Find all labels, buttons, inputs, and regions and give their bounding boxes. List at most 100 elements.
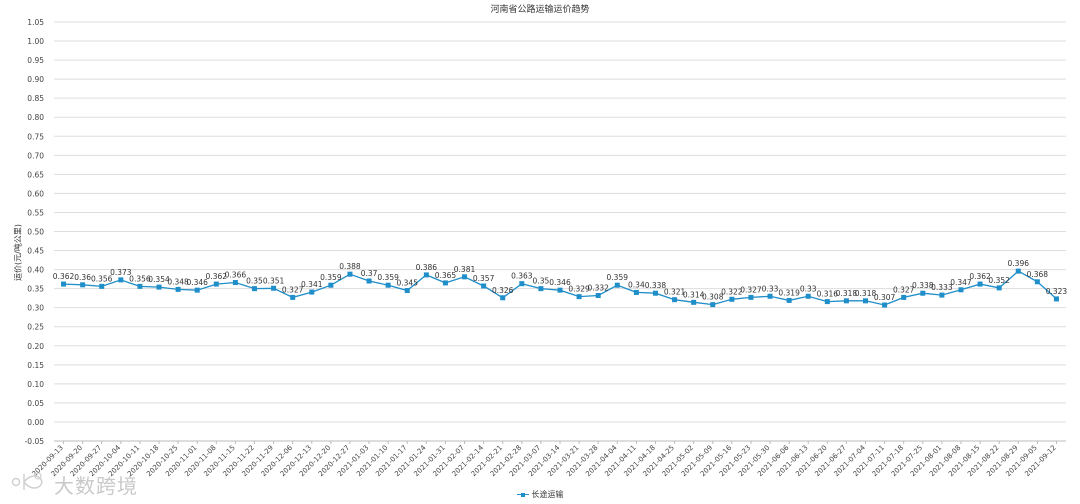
data-point bbox=[80, 282, 86, 288]
data-point bbox=[462, 274, 468, 280]
y-tick-label: 0.80 bbox=[27, 113, 44, 122]
data-point bbox=[232, 280, 238, 286]
data-label: 0.366 bbox=[225, 271, 247, 280]
y-tick-label: 0.15 bbox=[27, 361, 44, 370]
data-label: 0.327 bbox=[740, 285, 762, 294]
data-label: 0.318 bbox=[855, 289, 877, 298]
y-tick-label: 0.50 bbox=[27, 228, 44, 237]
data-point bbox=[614, 282, 620, 288]
y-tick-label: 0.20 bbox=[27, 342, 44, 351]
data-point bbox=[729, 296, 735, 302]
data-label: 0.316 bbox=[817, 290, 839, 299]
data-point bbox=[481, 283, 487, 289]
data-point bbox=[652, 290, 658, 296]
data-point bbox=[958, 287, 964, 293]
data-point bbox=[519, 281, 525, 287]
data-label: 0.356 bbox=[129, 274, 151, 283]
data-label: 0.373 bbox=[110, 268, 132, 277]
data-label: 0.354 bbox=[148, 275, 170, 284]
y-tick-label: 0.45 bbox=[27, 247, 44, 256]
data-label: 0.348 bbox=[167, 277, 189, 286]
data-point bbox=[824, 299, 830, 305]
data-label: 0.386 bbox=[416, 263, 438, 272]
y-tick-label: -0.05 bbox=[25, 437, 45, 446]
data-point bbox=[538, 286, 544, 292]
data-label: 0.33 bbox=[800, 284, 817, 293]
data-point bbox=[977, 281, 983, 287]
data-label: 0.327 bbox=[282, 285, 304, 294]
data-point bbox=[271, 285, 277, 291]
y-tick-label: 0.95 bbox=[27, 56, 44, 65]
data-point bbox=[901, 294, 907, 300]
watermark: 大数跨境 bbox=[8, 468, 148, 498]
data-point bbox=[366, 278, 372, 284]
data-label: 0.368 bbox=[1027, 270, 1049, 279]
watermark-text: 大数跨境 bbox=[54, 474, 138, 498]
data-label: 0.338 bbox=[912, 281, 934, 290]
data-label: 0.36 bbox=[74, 273, 91, 282]
data-point bbox=[672, 297, 678, 303]
data-label: 0.35 bbox=[533, 277, 550, 286]
data-point bbox=[328, 282, 334, 288]
data-label: 0.37 bbox=[361, 269, 378, 278]
data-point bbox=[557, 287, 563, 293]
data-label: 0.329 bbox=[568, 285, 590, 294]
data-point bbox=[137, 283, 143, 289]
data-point bbox=[633, 289, 639, 295]
data-label: 0.327 bbox=[893, 285, 915, 294]
data-point bbox=[1053, 296, 1059, 302]
data-point bbox=[118, 277, 124, 283]
data-point bbox=[194, 287, 200, 293]
data-label: 0.341 bbox=[301, 280, 323, 289]
data-point bbox=[442, 280, 448, 286]
data-label: 0.359 bbox=[377, 273, 399, 282]
data-label: 0.33 bbox=[762, 284, 779, 293]
y-tick-label: 0.65 bbox=[27, 170, 44, 179]
data-point bbox=[691, 299, 697, 305]
data-point bbox=[423, 272, 429, 278]
y-tick-label: 0.75 bbox=[27, 132, 44, 141]
data-label: 0.35 bbox=[246, 277, 263, 286]
data-label: 0.322 bbox=[721, 287, 743, 296]
data-label: 0.346 bbox=[186, 278, 208, 287]
data-point bbox=[61, 281, 67, 287]
data-point bbox=[939, 292, 945, 298]
data-point bbox=[251, 286, 257, 292]
data-label: 0.321 bbox=[664, 288, 686, 297]
data-label: 0.396 bbox=[1008, 259, 1030, 268]
data-point bbox=[156, 284, 162, 290]
data-label: 0.347 bbox=[950, 278, 972, 287]
chart-title: 河南省公路运输运价趋势 bbox=[490, 5, 590, 15]
y-tick-label: 0.10 bbox=[27, 380, 44, 389]
data-label: 0.362 bbox=[969, 272, 991, 281]
data-point bbox=[996, 285, 1002, 291]
data-label: 0.357 bbox=[473, 274, 495, 283]
y-tick-label: 0.05 bbox=[27, 399, 44, 408]
data-label: 0.326 bbox=[492, 286, 514, 295]
data-point bbox=[175, 286, 181, 292]
data-label: 0.359 bbox=[320, 273, 342, 282]
data-label: 0.365 bbox=[435, 271, 457, 280]
data-point bbox=[595, 292, 601, 298]
watermark-logo-icon bbox=[11, 472, 43, 490]
data-label: 0.362 bbox=[53, 272, 75, 281]
data-point bbox=[748, 294, 754, 300]
data-point bbox=[920, 290, 926, 296]
data-point bbox=[404, 288, 410, 294]
y-tick-label: 0.60 bbox=[27, 189, 44, 198]
legend-marker bbox=[516, 492, 529, 498]
data-label: 0.362 bbox=[206, 272, 228, 281]
data-point bbox=[843, 298, 849, 304]
data-label: 0.338 bbox=[645, 281, 667, 290]
y-tick-label: 0.35 bbox=[27, 285, 44, 294]
data-label: 0.307 bbox=[874, 293, 896, 302]
data-label: 0.323 bbox=[1046, 287, 1068, 296]
data-point bbox=[99, 283, 105, 289]
data-point bbox=[385, 282, 391, 288]
data-point bbox=[805, 293, 811, 299]
y-tick-label: 0.70 bbox=[27, 151, 44, 160]
data-label: 0.318 bbox=[836, 289, 858, 298]
data-label: 0.345 bbox=[397, 279, 419, 288]
